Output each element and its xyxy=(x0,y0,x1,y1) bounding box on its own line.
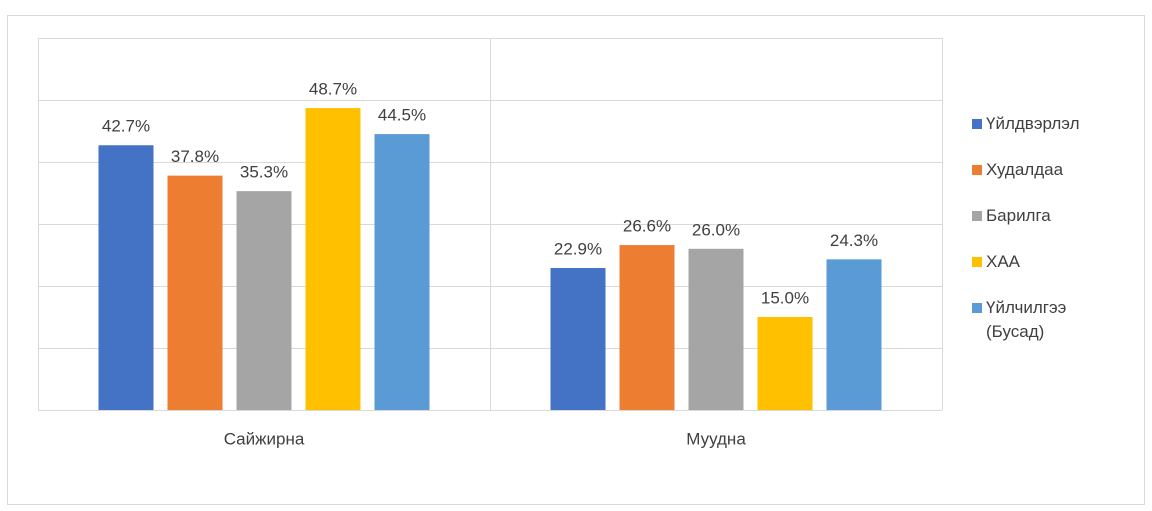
data-label: 22.9% xyxy=(554,240,602,259)
legend-item: Барилга xyxy=(972,204,1092,228)
legend-item: ХАА xyxy=(972,250,1092,274)
data-label: 15.0% xyxy=(761,288,809,307)
legend-swatch xyxy=(972,211,982,221)
data-label: 35.3% xyxy=(240,163,288,182)
data-label: 24.3% xyxy=(830,231,878,250)
legend-swatch xyxy=(972,257,982,267)
bar xyxy=(236,191,292,410)
legend-label: Үйлчилгээ (Бусад) xyxy=(986,298,1067,341)
legend-item: Үйлчилгээ (Бусад) xyxy=(972,296,1092,344)
legend-item: Үйлдвэрлэл xyxy=(972,112,1092,136)
bar xyxy=(550,268,606,410)
legend-swatch xyxy=(972,303,982,313)
legend-item: Худалдаа xyxy=(972,158,1092,182)
data-label: 42.7% xyxy=(102,117,150,136)
data-label: 37.8% xyxy=(171,147,219,166)
bar xyxy=(305,108,361,410)
legend-label: Үйлдвэрлэл xyxy=(986,114,1080,133)
data-label: 26.0% xyxy=(692,220,740,239)
x-tick-label: Сайжирна xyxy=(224,429,305,448)
data-label: 44.5% xyxy=(378,106,426,125)
bar xyxy=(826,259,882,410)
data-label: 48.7% xyxy=(309,80,357,99)
data-label: 26.6% xyxy=(623,217,671,236)
legend-label: Барилга xyxy=(986,206,1051,225)
legend: Үйлдвэрлэл Худалдаа Барилга ХАА Үйлчилгээ (Б… xyxy=(972,112,1092,366)
legend-swatch xyxy=(972,119,982,129)
bar xyxy=(98,145,154,410)
bar xyxy=(619,245,675,410)
bar xyxy=(374,134,430,410)
bar xyxy=(167,175,223,410)
bar xyxy=(688,248,744,410)
legend-label: Худалдаа xyxy=(986,160,1064,179)
legend-label: ХАА xyxy=(986,252,1021,271)
bar xyxy=(757,317,813,410)
x-tick-label: Муудна xyxy=(686,429,746,448)
legend-swatch xyxy=(972,165,982,175)
